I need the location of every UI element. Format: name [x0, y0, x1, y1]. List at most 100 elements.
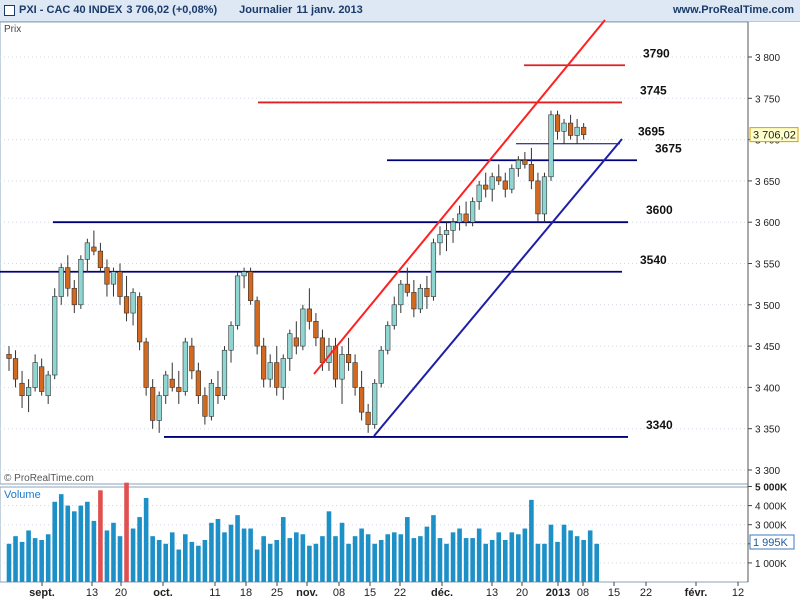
- volume-bar: [587, 530, 593, 582]
- volume-bar: [124, 482, 129, 582]
- candle-body: [143, 341, 149, 388]
- candle-body: [581, 126, 587, 135]
- candle-body: [352, 362, 358, 388]
- x-tick-label: 22: [394, 587, 406, 599]
- price-panel-label: Prix: [4, 24, 21, 35]
- volume-bar: [39, 539, 44, 582]
- volume-bar: [470, 538, 475, 582]
- volume-bar: [594, 543, 599, 582]
- x-tick-label: oct.: [153, 587, 173, 599]
- volume-bar: [241, 528, 247, 582]
- menu-icon[interactable]: [4, 4, 15, 16]
- volume-bar: [313, 543, 319, 582]
- volume-bar: [176, 549, 182, 582]
- level-label-3340: 3340: [646, 418, 673, 432]
- price-tick-label: 3 400: [755, 383, 780, 394]
- candle-body: [32, 362, 38, 388]
- candle-body: [137, 296, 143, 343]
- y-axis-area: [748, 22, 800, 600]
- candle-body: [248, 271, 254, 301]
- candle-body: [58, 267, 64, 297]
- candle-body: [261, 345, 267, 380]
- x-tick-label: nov.: [296, 587, 318, 599]
- candle-body: [554, 114, 561, 132]
- candle-body: [202, 395, 208, 417]
- volume-bar: [424, 526, 430, 582]
- volume-bar: [385, 534, 391, 582]
- volume-bar: [235, 515, 240, 582]
- candle-body: [359, 387, 365, 413]
- candle-body: [150, 387, 156, 421]
- level-label-3790: 3790: [643, 46, 670, 60]
- candle-body: [274, 362, 280, 388]
- volume-bar: [509, 532, 515, 582]
- volume-bar: [502, 539, 508, 582]
- candle-body: [404, 283, 410, 293]
- volume-bar: [326, 511, 332, 582]
- candle-body: [12, 358, 19, 380]
- x-tick-label: sept.: [29, 587, 55, 599]
- candle-body: [176, 387, 182, 392]
- volume-bar: [150, 536, 155, 582]
- candle-body: [430, 242, 437, 297]
- volume-bar: [130, 528, 136, 582]
- candle-body: [65, 267, 71, 289]
- volume-bar: [365, 534, 371, 582]
- candle-body: [509, 168, 515, 190]
- volume-bar: [483, 543, 488, 582]
- level-label-3600: 3600: [646, 203, 673, 217]
- site-url[interactable]: www.ProRealTime.com: [672, 4, 794, 16]
- volume-bar: [535, 543, 541, 582]
- candle-body: [195, 370, 201, 396]
- price-tick-label: 3 450: [755, 342, 780, 353]
- candle-body: [163, 374, 169, 396]
- x-tick-label: 08: [577, 587, 589, 599]
- volume-bar: [280, 517, 286, 582]
- volume-panel-label: Volume: [4, 489, 41, 501]
- candle-body: [574, 126, 580, 136]
- volume-bar: [202, 539, 208, 582]
- x-tick-label: 25: [271, 587, 283, 599]
- candle-body: [535, 180, 541, 215]
- volume-bar: [581, 539, 586, 582]
- x-tick-label: 12: [732, 587, 744, 599]
- volume-bar: [85, 501, 90, 582]
- candle-body: [345, 354, 352, 363]
- instrument-name: PXI - CAC 40 INDEX: [19, 4, 123, 16]
- volume-bar: [58, 494, 64, 582]
- volume-bar: [137, 517, 142, 582]
- volume-bar: [555, 541, 560, 582]
- volume-bar: [78, 505, 84, 582]
- candle-body: [241, 271, 247, 277]
- candle-body: [234, 275, 241, 326]
- volume-bar: [274, 539, 280, 582]
- candle-body: [97, 250, 104, 268]
- candle-body: [391, 304, 397, 326]
- candle-body: [19, 382, 25, 396]
- candle-body: [548, 114, 554, 178]
- candle-body: [189, 345, 195, 372]
- volume-bar: [437, 538, 443, 582]
- candle-body: [411, 292, 417, 310]
- candle-body: [52, 296, 58, 376]
- x-tick-label: 22: [640, 587, 652, 599]
- candle-body: [84, 242, 90, 260]
- candle-body: [443, 230, 450, 235]
- volume-bar: [444, 543, 449, 582]
- volume-tick-label: 3 000K: [755, 521, 787, 532]
- price-tick-label: 3 550: [755, 260, 780, 271]
- volume-bar: [391, 532, 397, 582]
- volume-bar: [568, 530, 573, 582]
- volume-bar: [529, 499, 534, 582]
- candle-body: [25, 387, 32, 396]
- volume-bar: [183, 534, 188, 582]
- current-volume-box: [749, 534, 795, 550]
- volume-bar: [19, 541, 25, 582]
- volume-bar: [287, 538, 293, 582]
- candle-body: [450, 221, 456, 231]
- volume-bar: [169, 532, 175, 582]
- volume-tick-label: 5 000K: [755, 483, 788, 494]
- volume-bar: [111, 522, 116, 582]
- candle-body: [437, 234, 443, 244]
- volume-bar: [489, 539, 495, 582]
